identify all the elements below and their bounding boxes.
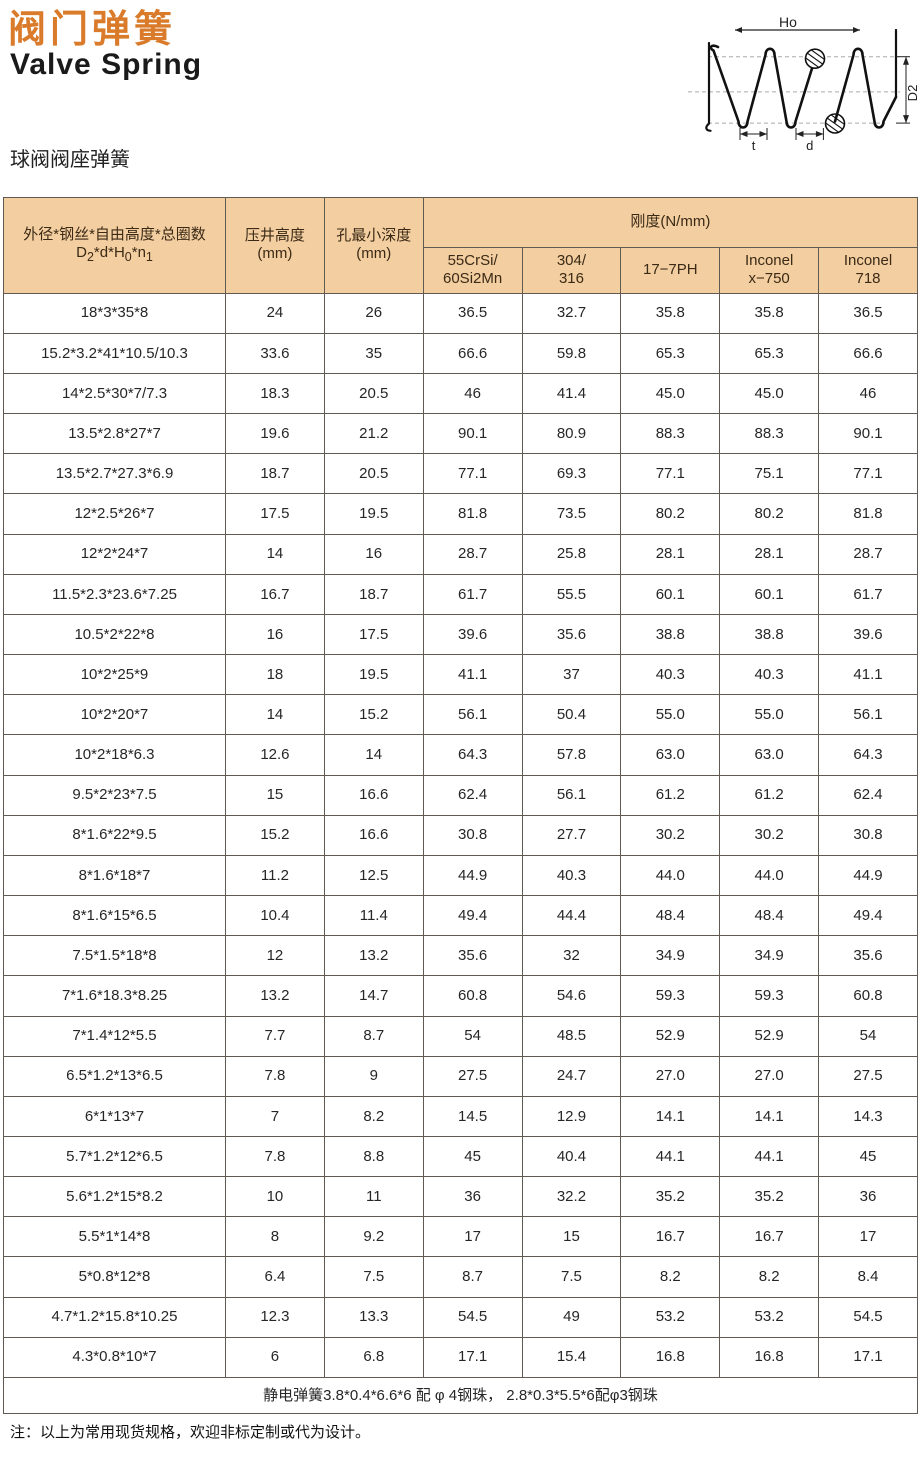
svg-text:Ho: Ho — [779, 14, 797, 30]
svg-text:D2: D2 — [905, 85, 920, 102]
svg-text:t: t — [752, 138, 756, 153]
svg-text:d: d — [806, 138, 813, 153]
